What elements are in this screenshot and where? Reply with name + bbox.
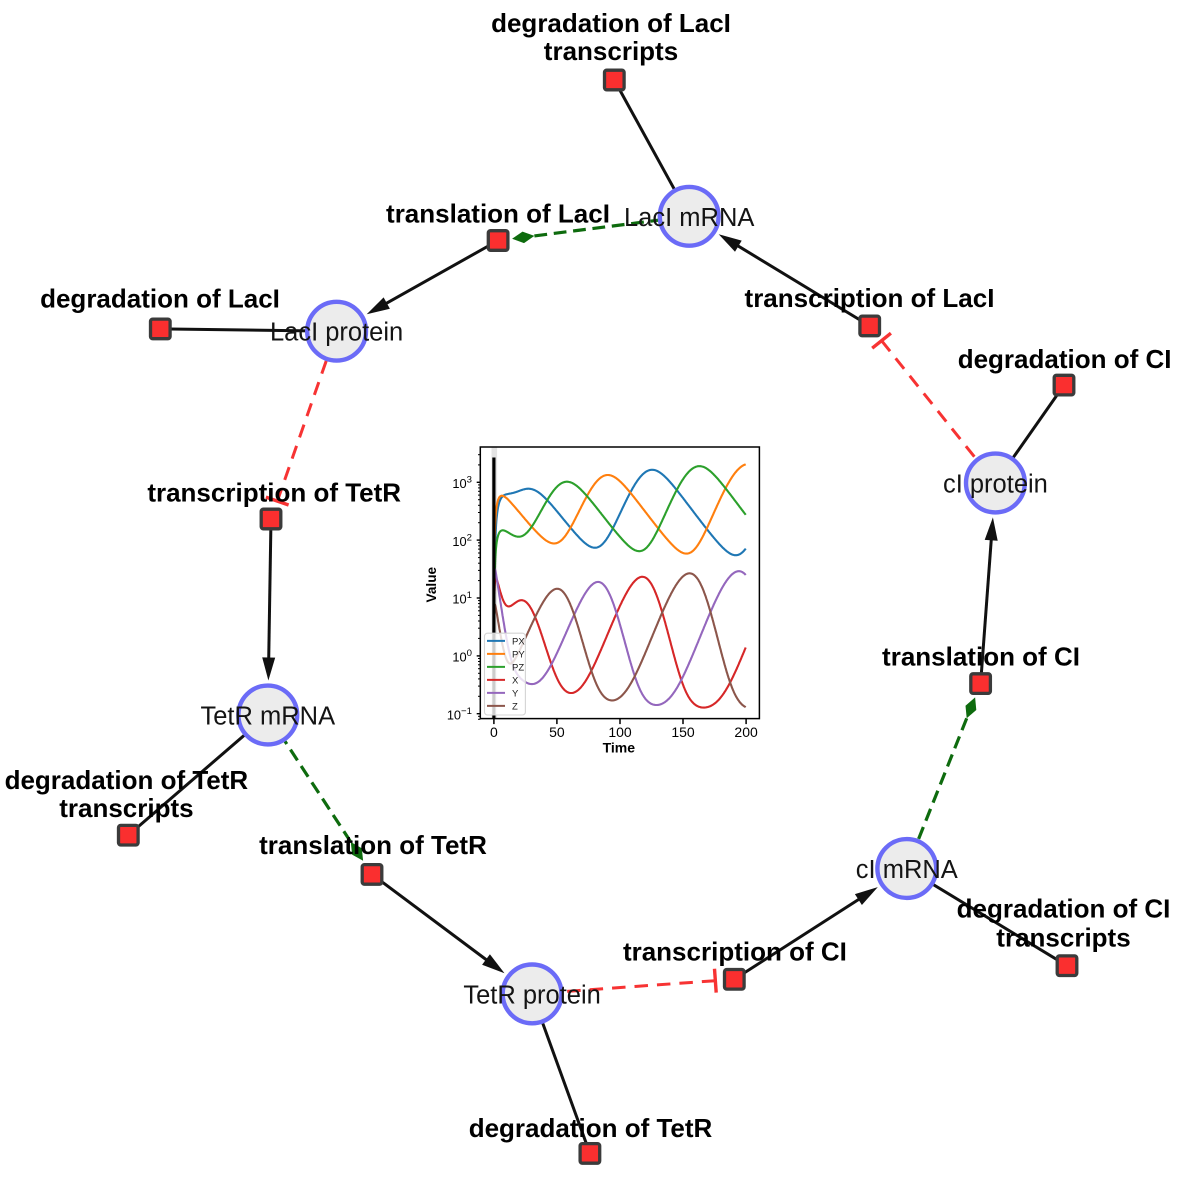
svg-text:PX: PX bbox=[512, 636, 525, 647]
svg-text:degradation of TetR: degradation of TetR bbox=[469, 1113, 713, 1143]
svg-text:Time: Time bbox=[603, 740, 636, 756]
svg-text:transcripts: transcripts bbox=[544, 36, 678, 66]
svg-text:LacI protein: LacI protein bbox=[270, 319, 403, 347]
svg-text:translation of CI: translation of CI bbox=[882, 641, 1080, 671]
svg-text:degradation of LacI: degradation of LacI bbox=[40, 283, 280, 313]
svg-text:translation of TetR: translation of TetR bbox=[259, 830, 487, 860]
svg-text:0: 0 bbox=[490, 724, 498, 740]
svg-text:Z: Z bbox=[512, 701, 518, 712]
svg-text:Y: Y bbox=[512, 688, 519, 699]
svg-text:degradation of LacI: degradation of LacI bbox=[491, 8, 731, 38]
svg-text:degradation of CI: degradation of CI bbox=[958, 344, 1172, 374]
svg-text:TetR protein: TetR protein bbox=[463, 981, 601, 1009]
svg-text:transcription of TetR: transcription of TetR bbox=[147, 478, 401, 508]
svg-text:TetR mRNA: TetR mRNA bbox=[200, 703, 335, 731]
svg-text:transcripts: transcripts bbox=[59, 793, 193, 823]
svg-text:transcription of LacI: transcription of LacI bbox=[745, 283, 995, 313]
svg-text:degradation of CI: degradation of CI bbox=[957, 894, 1171, 924]
svg-text:Value: Value bbox=[424, 567, 439, 603]
svg-text:PY: PY bbox=[512, 649, 525, 660]
svg-text:cI protein: cI protein bbox=[943, 471, 1048, 499]
svg-text:LacI mRNA: LacI mRNA bbox=[624, 204, 754, 232]
svg-text:transcription of CI: transcription of CI bbox=[623, 936, 847, 966]
svg-text:PZ: PZ bbox=[512, 662, 524, 673]
svg-text:cI mRNA: cI mRNA bbox=[856, 856, 958, 884]
svg-text:translation of LacI: translation of LacI bbox=[386, 199, 610, 229]
svg-text:100: 100 bbox=[608, 724, 632, 740]
svg-text:50: 50 bbox=[549, 724, 565, 740]
svg-text:200: 200 bbox=[734, 724, 758, 740]
svg-text:X: X bbox=[512, 675, 519, 686]
svg-text:transcripts: transcripts bbox=[996, 923, 1130, 953]
svg-text:150: 150 bbox=[671, 724, 695, 740]
svg-text:degradation of TetR: degradation of TetR bbox=[5, 765, 249, 795]
